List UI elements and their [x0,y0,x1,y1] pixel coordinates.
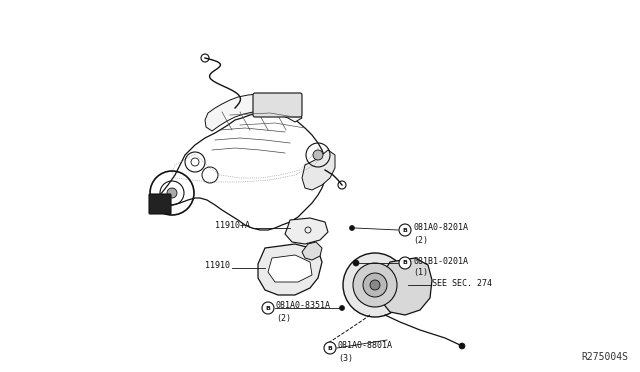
Circle shape [262,302,274,314]
Text: 11910+A: 11910+A [215,221,250,231]
Polygon shape [205,94,302,131]
Polygon shape [155,112,328,230]
Text: 11910: 11910 [205,262,230,270]
Polygon shape [258,244,322,295]
Text: 081A0-8201A: 081A0-8201A [413,224,468,232]
Text: 081A0-8351A: 081A0-8351A [276,301,331,311]
Circle shape [363,273,387,297]
Text: 081A0-8801A: 081A0-8801A [338,341,393,350]
Circle shape [459,343,465,349]
Text: 081B1-0201A: 081B1-0201A [413,257,468,266]
Text: (2): (2) [413,235,428,244]
Text: (2): (2) [276,314,291,323]
Circle shape [343,253,407,317]
Circle shape [353,260,359,266]
Text: B: B [403,228,408,232]
Circle shape [349,225,355,231]
Polygon shape [380,258,432,315]
Text: B: B [328,346,332,350]
Circle shape [370,280,380,290]
Polygon shape [268,255,312,282]
Circle shape [399,257,411,269]
Circle shape [339,305,344,311]
Polygon shape [302,242,322,260]
Text: B: B [266,305,271,311]
FancyBboxPatch shape [253,93,302,117]
Text: B: B [403,260,408,266]
FancyBboxPatch shape [149,194,171,214]
Polygon shape [285,218,328,244]
Text: SEE SEC. 274: SEE SEC. 274 [432,279,492,288]
Circle shape [313,150,323,160]
Circle shape [167,188,177,198]
Circle shape [324,342,336,354]
Text: R275004S: R275004S [581,352,628,362]
Circle shape [399,224,411,236]
Circle shape [353,263,397,307]
Polygon shape [302,150,335,190]
Text: (3): (3) [338,353,353,362]
Text: (1): (1) [413,269,428,278]
